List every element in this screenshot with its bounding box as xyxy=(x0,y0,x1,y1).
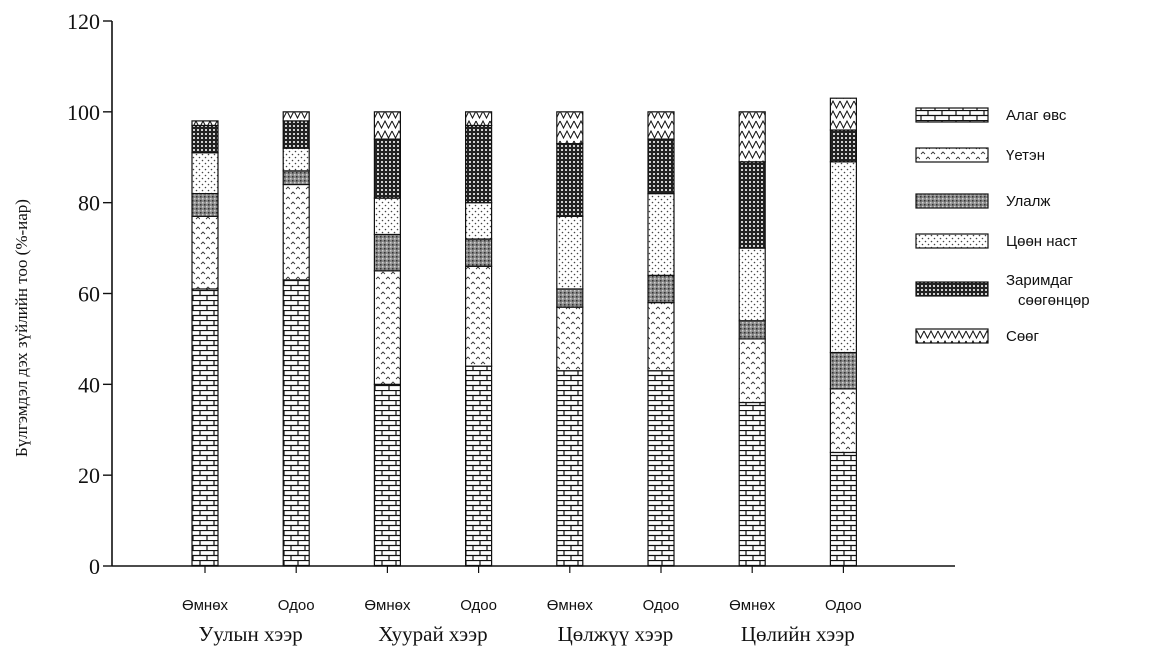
bar-segment-4 xyxy=(465,202,493,240)
bar-segment-6 xyxy=(191,120,219,127)
bar-segment-4 xyxy=(647,192,675,276)
legend-swatch xyxy=(915,107,989,123)
legend-label: Цөөн наст xyxy=(1006,233,1077,250)
bar-segment-6 xyxy=(373,111,401,140)
group-label: Уулын хээр xyxy=(198,622,302,646)
y-axis-label: Бүлгэмдэл дэх зүйлийн тоо (%-иар) xyxy=(12,199,31,457)
bar-segment-1 xyxy=(647,370,675,567)
bar-segment-4 xyxy=(829,161,858,354)
x-tick-label: Одоо xyxy=(278,597,315,614)
y-tick-label: 60 xyxy=(78,282,100,307)
bar-segment-3 xyxy=(738,320,766,340)
y-tick-label: 0 xyxy=(89,554,100,579)
bar-segment-4 xyxy=(282,147,310,172)
legend-label: Үетэн xyxy=(1006,147,1045,164)
bar-segment-5 xyxy=(373,138,401,199)
bar-segment-2 xyxy=(738,338,766,404)
legend-swatch xyxy=(915,193,989,209)
x-tick-label: Өмнөх xyxy=(182,597,229,614)
x-tick-label: Одоо xyxy=(825,597,862,614)
bar-segment-3 xyxy=(191,192,219,217)
bar-segment-5 xyxy=(829,129,858,163)
bars xyxy=(191,97,858,567)
x-tick-label: Өмнөх xyxy=(547,597,594,614)
bar-segment-6 xyxy=(647,111,675,140)
x-tick-label: Одоо xyxy=(643,597,680,614)
bar-segment-3 xyxy=(556,288,584,308)
bar-segment-3 xyxy=(829,351,858,390)
bar-segment-2 xyxy=(282,183,310,281)
legend-swatch xyxy=(915,281,989,297)
bar-segment-2 xyxy=(373,270,401,385)
bar-segment-2 xyxy=(556,306,584,372)
bar-segment-2 xyxy=(465,265,493,367)
legend: Алаг өвс Үетэн Улалж Цөөн наст Заримдаг сөөгө… xyxy=(915,107,1090,345)
bar-segment-5 xyxy=(738,161,766,249)
bar-segment-3 xyxy=(647,274,675,304)
bar-segment-1 xyxy=(556,370,584,567)
legend-label: Сөөг xyxy=(1006,328,1040,345)
bar-segment-5 xyxy=(647,138,675,195)
bar-segment-4 xyxy=(556,215,584,290)
axes: 0 20 40 60 80 100 120 xyxy=(67,9,955,579)
y-tick-label: 80 xyxy=(78,191,100,216)
bar-segment-1 xyxy=(829,451,858,567)
y-tick-label: 120 xyxy=(67,9,100,34)
bar-segment-4 xyxy=(191,152,219,195)
bar-segment-2 xyxy=(829,388,858,454)
x-tick-label: Одоо xyxy=(460,597,497,614)
legend-swatch xyxy=(915,233,989,249)
bar-segment-3 xyxy=(465,238,493,267)
bar-segment-2 xyxy=(191,215,219,290)
bar-segment-3 xyxy=(282,170,310,186)
bar-segment-6 xyxy=(556,111,584,145)
x-tick-label: Өмнөх xyxy=(364,597,411,614)
bar-segment-1 xyxy=(465,365,493,567)
bar-segment-6 xyxy=(282,111,310,122)
x-tick-label: Өмнөх xyxy=(729,597,776,614)
bar-segment-1 xyxy=(282,279,310,567)
x-labels: Өмнөх Одоо Өмнөх Одоо Өмнөх Одоо Өмнөх Одоо Уулы… xyxy=(182,597,862,646)
bar-segment-2 xyxy=(647,301,675,372)
legend-label: Улалж xyxy=(1006,193,1050,210)
group-label: Цөлжүү хээр xyxy=(558,622,674,646)
bar-segment-4 xyxy=(738,247,766,322)
legend-label: Алаг өвс xyxy=(1006,107,1067,124)
bar-segment-5 xyxy=(465,124,493,204)
bar-segment-1 xyxy=(191,288,219,567)
bar-segment-5 xyxy=(191,124,219,154)
y-tick-label: 40 xyxy=(78,372,100,397)
bar-segment-5 xyxy=(556,143,584,217)
bar-segment-6 xyxy=(465,111,493,127)
bar-segment-6 xyxy=(738,111,766,163)
bar-segment-6 xyxy=(829,97,858,131)
legend-swatch xyxy=(915,328,989,344)
y-tick-label: 100 xyxy=(67,100,100,125)
bar-segment-4 xyxy=(373,197,401,236)
bar-segment-1 xyxy=(373,383,401,567)
y-tick-label: 20 xyxy=(78,463,100,488)
legend-label: Заримдаг сөөгөнцөр xyxy=(1006,272,1090,309)
bar-segment-5 xyxy=(282,120,310,149)
group-label: Хуурай хээр xyxy=(378,622,487,646)
group-label: Цөлийн хээр xyxy=(741,622,855,646)
bar-segment-1 xyxy=(738,401,766,567)
bar-segment-3 xyxy=(373,233,401,272)
legend-swatch xyxy=(915,147,989,163)
